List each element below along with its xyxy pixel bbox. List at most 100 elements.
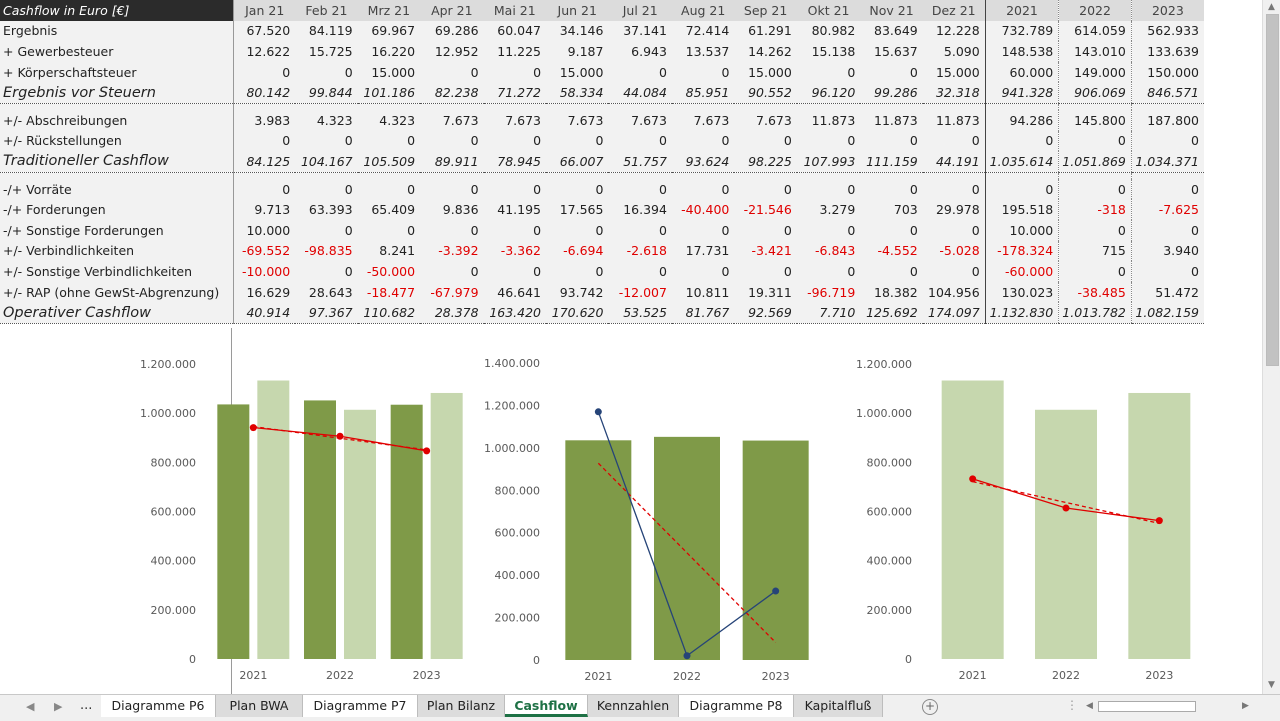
table-cell[interactable]: 0: [1130, 261, 1204, 282]
column-header[interactable]: 2023: [1130, 0, 1204, 21]
table-cell[interactable]: 90.552: [734, 82, 797, 104]
chart-bar[interactable]: [565, 440, 632, 660]
table-cell[interactable]: 85.951: [671, 82, 735, 104]
table-cell[interactable]: -4.552: [860, 240, 923, 262]
table-cell[interactable]: -40.400: [671, 199, 735, 220]
table-cell[interactable]: -21.546: [734, 199, 797, 220]
table-cell[interactable]: 0: [1130, 178, 1204, 200]
table-cell[interactable]: 71.272: [483, 82, 547, 104]
column-header[interactable]: Feb 21: [295, 0, 358, 21]
table-cell[interactable]: 8.241: [357, 240, 421, 262]
table-cell[interactable]: 15.000: [734, 61, 797, 83]
table-cell[interactable]: 83.649: [860, 20, 923, 42]
table-cell[interactable]: 0: [671, 219, 735, 241]
table-cell[interactable]: 44.191: [922, 151, 986, 173]
table-cell[interactable]: 46.641: [483, 281, 547, 303]
add-sheet-button[interactable]: +: [922, 699, 938, 715]
tab-diagramme-p7[interactable]: Diagramme P7: [303, 695, 418, 717]
table-cell[interactable]: 0: [608, 261, 672, 282]
chart-traditional-cashflow[interactable]: 0 200.000 400.000 600.000 800.000 1.000.000 1.…: [480, 345, 820, 690]
table-cell[interactable]: 562.933: [1130, 20, 1204, 42]
table-cell[interactable]: 130.023: [984, 281, 1059, 303]
table-cell[interactable]: 133.639: [1130, 41, 1204, 62]
table-cell[interactable]: 3.940: [1130, 240, 1204, 262]
data-point[interactable]: [969, 475, 977, 483]
table-cell[interactable]: 0: [734, 219, 797, 241]
table-cell[interactable]: 0: [796, 219, 861, 241]
table-cell[interactable]: 0: [796, 130, 861, 152]
table-cell[interactable]: 0: [483, 178, 547, 200]
table-cell[interactable]: 69.967: [357, 20, 421, 42]
table-cell[interactable]: -96.719: [796, 281, 861, 303]
table-cell[interactable]: 92.569: [734, 302, 797, 324]
table-cell[interactable]: 11.873: [796, 109, 861, 131]
table-cell[interactable]: 0: [922, 261, 986, 282]
table-cell[interactable]: 104.167: [295, 151, 358, 173]
table-cell[interactable]: 111.159: [860, 151, 923, 173]
table-cell[interactable]: -3.392: [420, 240, 484, 262]
table-cell[interactable]: -10.000: [233, 261, 296, 282]
table-cell[interactable]: 0: [1130, 219, 1204, 241]
table-cell[interactable]: -6.843: [796, 240, 861, 262]
tab-cashflow[interactable]: Cashflow: [505, 695, 588, 717]
row-label[interactable]: +/- Verbindlichkeiten: [0, 240, 234, 262]
table-cell[interactable]: 846.571: [1130, 82, 1204, 104]
table-cell[interactable]: -67.979: [420, 281, 484, 303]
table-cell[interactable]: 19.311: [734, 281, 797, 303]
table-cell[interactable]: 9.836: [420, 199, 484, 220]
vertical-scrollbar[interactable]: ▲ ▼: [1262, 0, 1280, 694]
triangle-right-icon[interactable]: ▶: [1242, 701, 1249, 711]
chart-bar[interactable]: [257, 380, 290, 659]
table-cell[interactable]: 0: [860, 261, 923, 282]
table-cell[interactable]: 10.000: [233, 219, 296, 241]
table-cell[interactable]: 0: [984, 178, 1059, 200]
table-cell[interactable]: 148.538: [984, 41, 1059, 62]
tab-plan-bwa[interactable]: Plan BWA: [216, 695, 303, 717]
row-label[interactable]: Ergebnis: [0, 20, 234, 42]
table-cell[interactable]: 7.710: [796, 302, 861, 324]
table-cell[interactable]: -178.324: [984, 240, 1059, 262]
table-cell[interactable]: 0: [295, 130, 358, 152]
table-cell[interactable]: 163.420: [483, 302, 547, 324]
table-cell[interactable]: 97.367: [295, 302, 358, 324]
table-cell[interactable]: 60.000: [984, 61, 1059, 83]
column-header[interactable]: 2022: [1058, 0, 1132, 21]
table-cell[interactable]: 0: [608, 130, 672, 152]
table-cell[interactable]: -6.694: [546, 240, 609, 262]
table-cell[interactable]: 125.692: [860, 302, 923, 324]
table-cell[interactable]: 1.082.159: [1130, 302, 1204, 324]
table-cell[interactable]: 0: [483, 130, 547, 152]
column-header[interactable]: Mrz 21: [357, 0, 421, 21]
table-cell[interactable]: 715: [1058, 240, 1132, 262]
table-cell[interactable]: 15.000: [357, 61, 421, 83]
tab-plan-bilanz[interactable]: Plan Bilanz: [418, 695, 505, 717]
table-cell[interactable]: 0: [295, 261, 358, 282]
column-header[interactable]: Apr 21: [420, 0, 484, 21]
table-cell[interactable]: 0: [671, 178, 735, 200]
table-cell[interactable]: 58.334: [546, 82, 609, 104]
table-cell[interactable]: -50.000: [357, 261, 421, 282]
table-cell[interactable]: 5.090: [922, 41, 986, 62]
column-header[interactable]: Mai 21: [483, 0, 547, 21]
table-cell[interactable]: 41.195: [483, 199, 547, 220]
triangle-right-icon[interactable]: ▶: [54, 700, 63, 713]
table-cell[interactable]: 1.132.830: [984, 302, 1059, 324]
table-cell[interactable]: 0: [420, 261, 484, 282]
table-cell[interactable]: 53.525: [608, 302, 672, 324]
table-cell[interactable]: 174.097: [922, 302, 986, 324]
horizontal-scroll-thumb[interactable]: [1098, 701, 1196, 712]
table-cell[interactable]: 0: [483, 261, 547, 282]
table-cell[interactable]: 34.146: [546, 20, 609, 42]
table-cell[interactable]: 37.141: [608, 20, 672, 42]
horizontal-scrollbar[interactable]: ◀ ▶: [1082, 698, 1258, 714]
table-cell[interactable]: 0: [984, 130, 1059, 152]
table-cell[interactable]: 0: [922, 130, 986, 152]
table-cell[interactable]: 0: [295, 61, 358, 83]
table-cell[interactable]: 0: [295, 178, 358, 200]
table-cell[interactable]: 44.084: [608, 82, 672, 104]
row-label[interactable]: Operativer Cashflow: [0, 302, 234, 324]
chart-bar[interactable]: [390, 404, 423, 659]
table-cell[interactable]: 0: [734, 261, 797, 282]
table-cell[interactable]: 170.620: [546, 302, 609, 324]
table-cell[interactable]: 1.051.869: [1058, 151, 1132, 173]
